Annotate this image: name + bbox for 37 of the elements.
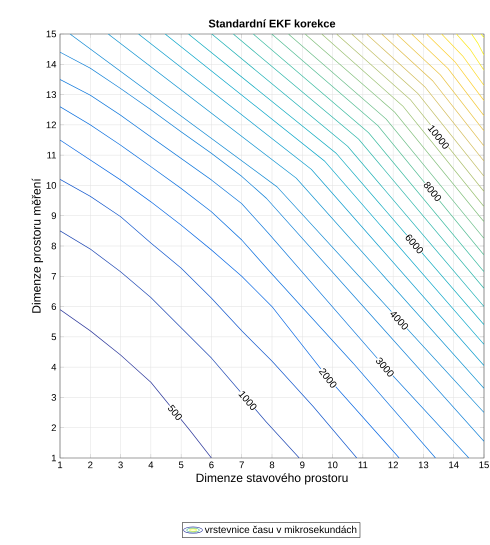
legend-label: vrstevnice času v mikrosekundách <box>204 526 356 534</box>
x-tick-label: 5 <box>178 462 184 468</box>
x-tick-label: 8 <box>270 462 274 468</box>
x-tick-label: 14 <box>449 462 459 468</box>
y-tick-label: 8 <box>52 242 56 250</box>
x-tick-label: 15 <box>479 462 489 468</box>
x-tick-label: 12 <box>388 462 398 468</box>
x-tick-label: 9 <box>300 462 304 468</box>
y-tick-label: 13 <box>46 91 56 98</box>
y-tick-label: 12 <box>46 122 56 128</box>
y-tick-label: 15 <box>46 30 56 38</box>
chart-title: Standardní EKF korekce <box>208 19 336 28</box>
y-tick-label: 1 <box>52 454 56 462</box>
y-tick-label: 4 <box>51 364 56 370</box>
x-tick-label: 13 <box>418 462 428 468</box>
x-tick-label: 10 <box>328 462 338 468</box>
x-tick-label: 11 <box>358 462 368 468</box>
x-tick-label: 1 <box>58 462 62 468</box>
y-tick-label: 5 <box>52 334 56 340</box>
y-tick-label: 9 <box>52 212 56 220</box>
y-tick-label: 10 <box>46 182 56 189</box>
annotation: 500 <box>168 404 182 420</box>
line-series <box>60 179 358 458</box>
y-tick-label: 7 <box>52 273 56 280</box>
y-tick-label: 11 <box>47 152 56 158</box>
x-axis-title: Dimenze stavového prostoru <box>196 473 348 484</box>
x-tick-label: 2 <box>88 462 92 468</box>
y-tick-label: 2 <box>52 424 56 432</box>
x-tick-label: 4 <box>148 462 154 468</box>
y-tick-label: 6 <box>52 303 56 310</box>
x-tick-label: 6 <box>209 462 214 468</box>
x-tick-label: 7 <box>240 462 244 468</box>
line-series <box>60 309 212 458</box>
y-tick-label: 14 <box>46 61 56 68</box>
y-axis-title: Dimenze prostoru měření <box>32 178 44 313</box>
x-tick-label: 3 <box>118 462 123 468</box>
y-tick-label: 3 <box>52 394 56 401</box>
